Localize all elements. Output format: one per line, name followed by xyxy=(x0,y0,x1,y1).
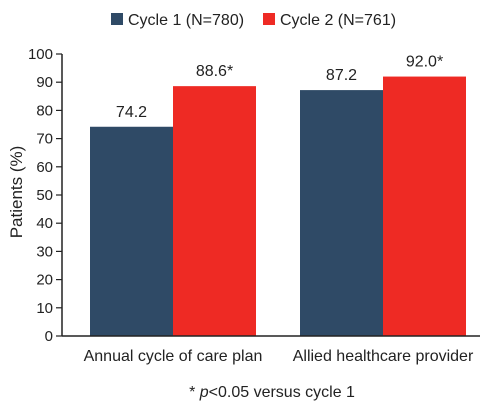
data-label-series2-cat1: 88.6* xyxy=(196,63,233,80)
category-labels: Annual cycle of care plan Allied healthca… xyxy=(84,348,474,365)
y-tick-label-60: 60 xyxy=(36,159,53,176)
y-tick-label-50: 50 xyxy=(36,187,53,204)
y-tick-label-100: 100 xyxy=(28,46,53,63)
legend-swatch-series2 xyxy=(263,13,275,25)
footnote-prefix: * xyxy=(189,384,200,401)
y-tick-label-40: 40 xyxy=(36,215,53,232)
category-label-2: Allied healthcare provider xyxy=(293,348,474,365)
legend: Cycle 1 (N=780) Cycle 2 (N=761) xyxy=(111,12,396,29)
data-label-series1-cat2: 87.2 xyxy=(326,67,357,84)
data-label-series2-cat2: 92.0* xyxy=(406,54,443,71)
y-tick-label-10: 10 xyxy=(36,300,53,317)
data-label-series1-cat1: 74.2 xyxy=(116,104,147,121)
footnote-p: p xyxy=(199,384,209,401)
bar-series2-cat2 xyxy=(383,76,466,336)
legend-swatch-series1 xyxy=(111,13,123,25)
bar-series1-cat1 xyxy=(90,126,173,336)
category-label-1: Annual cycle of care plan xyxy=(84,348,263,365)
y-tick-label-20: 20 xyxy=(36,272,53,289)
bar-series1-cat2 xyxy=(300,90,383,336)
axes xyxy=(61,54,480,337)
data-labels: 74.2 87.2 88.6* 92.0* xyxy=(116,54,443,121)
bars xyxy=(90,76,466,336)
footnote: * p<0.05 versus cycle 1 xyxy=(189,384,355,401)
bar-series2-cat1 xyxy=(173,86,256,336)
y-tick-label-70: 70 xyxy=(36,131,53,148)
y-axis-title: Patients (%) xyxy=(7,146,26,239)
legend-label-series2: Cycle 2 (N=761) xyxy=(280,12,396,29)
y-tick-label-30: 30 xyxy=(36,243,53,260)
y-axis-ticks: 0 10 20 30 40 50 60 70 80 90 100 xyxy=(28,46,62,345)
y-tick-label-80: 80 xyxy=(36,102,53,119)
footnote-suffix: <0.05 versus cycle 1 xyxy=(209,384,355,401)
y-tick-label-0: 0 xyxy=(45,328,53,345)
legend-label-series1: Cycle 1 (N=780) xyxy=(128,12,244,29)
y-tick-label-90: 90 xyxy=(36,74,53,91)
